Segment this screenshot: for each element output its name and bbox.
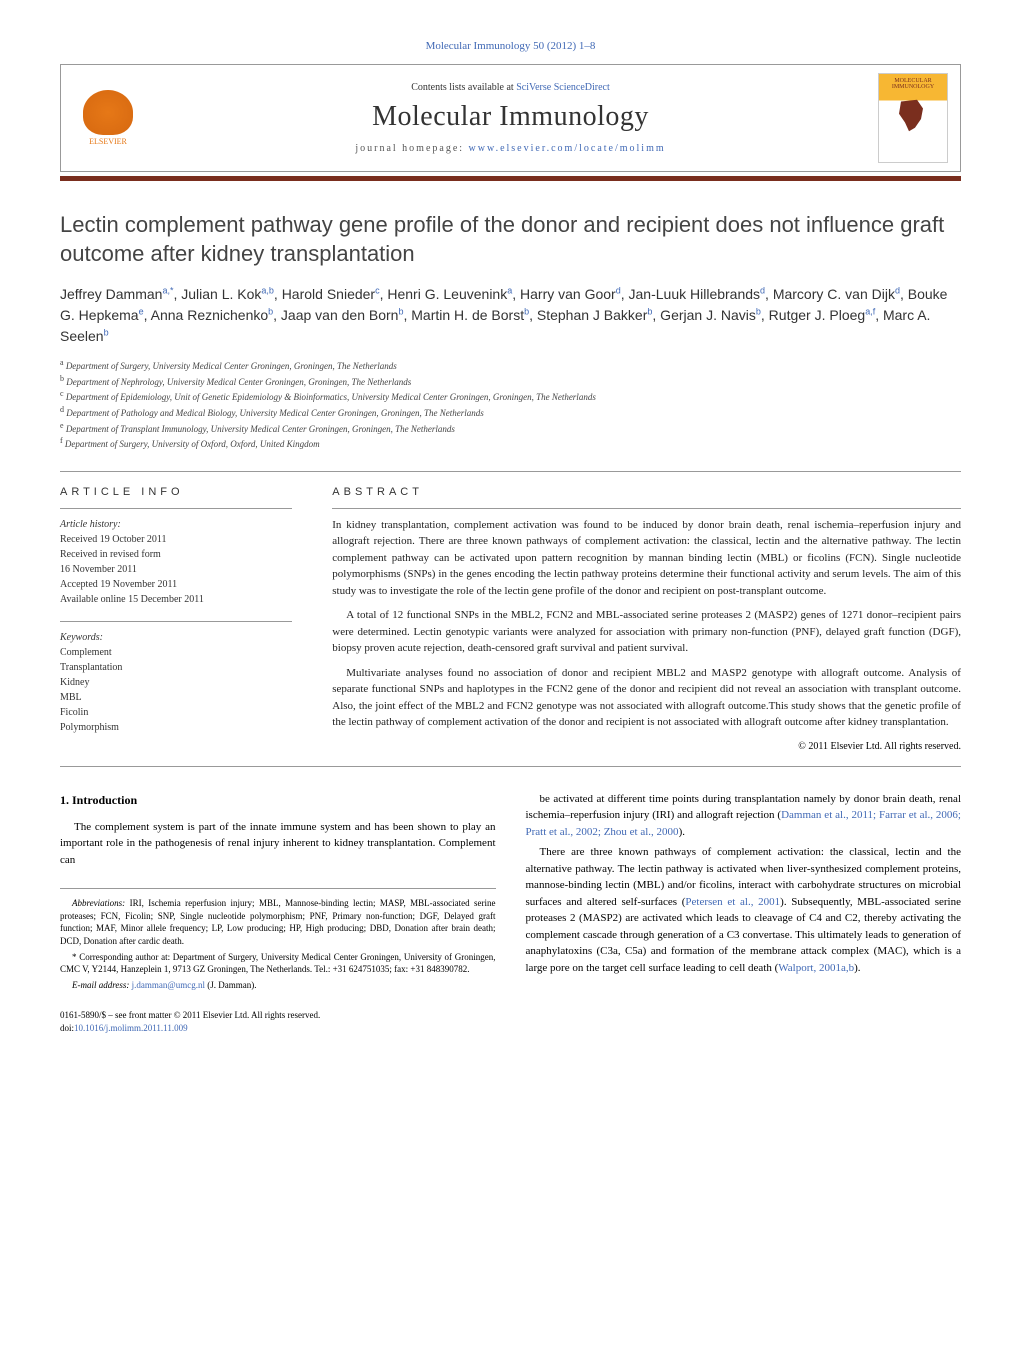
history-label: Article history: [60, 517, 292, 532]
homepage-link[interactable]: www.elsevier.com/locate/molimm [469, 143, 666, 154]
article-title: Lectin complement pathway gene profile o… [60, 211, 961, 268]
cover-label: MOLECULAR IMMUNOLOGY [892, 78, 934, 90]
history-line: 16 November 2011 [60, 562, 292, 577]
abstract-paragraph: A total of 12 functional SNPs in the MBL… [332, 607, 961, 657]
publisher-name: ELSEVIER [89, 137, 127, 146]
keyword: Ficolin [60, 705, 292, 720]
header-divider-bar [60, 176, 961, 181]
journal-name: Molecular Immunology [143, 101, 878, 133]
body-paragraph: The complement system is part of the inn… [60, 819, 496, 869]
right-paragraphs: be activated at different time points du… [526, 791, 962, 977]
body-paragraph: be activated at different time points du… [526, 791, 962, 841]
corresponding-author-footnote: * Corresponding author at: Department of… [60, 951, 496, 976]
abstract-paragraph: Multivariate analyses found no associati… [332, 665, 961, 731]
info-abstract-row: ARTICLE INFO Article history: Received 1… [60, 471, 961, 767]
keyword: Complement [60, 645, 292, 660]
abbrev-label: Abbreviations: [72, 898, 125, 908]
keyword-lines: ComplementTransplantationKidneyMBLFicoli… [60, 645, 292, 735]
contents-available-line: Contents lists available at SciVerse Sci… [143, 82, 878, 93]
left-paragraphs: The complement system is part of the inn… [60, 819, 496, 869]
history-line: Received in revised form [60, 547, 292, 562]
abstract-paragraph: In kidney transplantation, complement ac… [332, 517, 961, 600]
email-label: E-mail address: [72, 980, 129, 990]
email-link[interactable]: j.damman@umcg.nl [132, 980, 205, 990]
abstract-heading: ABSTRACT [332, 486, 961, 498]
abstract-text: In kidney transplantation, complement ac… [332, 517, 961, 731]
history-line: Available online 15 December 2011 [60, 592, 292, 607]
history-line: Accepted 19 November 2011 [60, 577, 292, 592]
doi-prefix: doi: [60, 1023, 74, 1033]
email-suffix: (J. Damman). [207, 980, 256, 990]
journal-reference: Molecular Immunology 50 (2012) 1–8 [60, 40, 961, 52]
abbreviations-footnote: Abbreviations: IRI, Ischemia reperfusion… [60, 897, 496, 947]
history-lines: Received 19 October 2011Received in revi… [60, 532, 292, 607]
article-history-block: Article history: Received 19 October 201… [60, 517, 292, 607]
introduction-heading: 1. Introduction [60, 791, 496, 809]
doi-block: 0161-5890/$ – see front matter © 2011 El… [60, 1009, 496, 1034]
email-footnote: E-mail address: j.damman@umcg.nl (J. Dam… [60, 979, 496, 992]
article-info-heading: ARTICLE INFO [60, 486, 292, 498]
affiliation-list: a Department of Surgery, University Medi… [60, 357, 961, 451]
affiliation: d Department of Pathology and Medical Bi… [60, 404, 961, 420]
affiliation: c Department of Epidemiology, Unit of Ge… [60, 388, 961, 404]
journal-header-box: ELSEVIER Contents lists available at Sci… [60, 64, 961, 172]
history-line: Received 19 October 2011 [60, 532, 292, 547]
sciencedirect-link[interactable]: SciVerse ScienceDirect [516, 82, 610, 93]
keyword: Kidney [60, 675, 292, 690]
affiliation: e Department of Transplant Immunology, U… [60, 420, 961, 436]
elsevier-logo: ELSEVIER [73, 83, 143, 153]
keyword: Transplantation [60, 660, 292, 675]
doi-line: doi:10.1016/j.molimm.2011.11.009 [60, 1022, 496, 1035]
homepage-line: journal homepage: www.elsevier.com/locat… [143, 143, 878, 154]
right-column: be activated at different time points du… [526, 791, 962, 1035]
cover-map-icon [893, 98, 933, 133]
abstract-panel: ABSTRACT In kidney transplantation, comp… [312, 486, 961, 752]
divider [60, 621, 292, 622]
body-paragraph: There are three known pathways of comple… [526, 844, 962, 976]
divider [60, 508, 292, 509]
journal-cover-thumbnail: MOLECULAR IMMUNOLOGY [878, 73, 948, 163]
body-columns: 1. Introduction The complement system is… [60, 791, 961, 1035]
doi-link[interactable]: 10.1016/j.molimm.2011.11.009 [74, 1023, 188, 1033]
elsevier-tree-icon [83, 90, 133, 135]
article-info-panel: ARTICLE INFO Article history: Received 1… [60, 486, 312, 752]
keyword: MBL [60, 690, 292, 705]
header-center: Contents lists available at SciVerse Sci… [143, 82, 878, 154]
keywords-label: Keywords: [60, 630, 292, 645]
keywords-block: Keywords: ComplementTransplantationKidne… [60, 630, 292, 735]
abstract-copyright: © 2011 Elsevier Ltd. All rights reserved… [332, 741, 961, 752]
contents-prefix: Contents lists available at [411, 82, 516, 93]
footnotes-block: Abbreviations: IRI, Ischemia reperfusion… [60, 888, 496, 991]
author-list: Jeffrey Dammana,*, Julian L. Koka,b, Har… [60, 284, 961, 347]
homepage-prefix: journal homepage: [355, 143, 468, 154]
keyword: Polymorphism [60, 720, 292, 735]
abbrev-text: IRI, Ischemia reperfusion injury; MBL, M… [60, 898, 496, 946]
affiliation: a Department of Surgery, University Medi… [60, 357, 961, 373]
affiliation: f Department of Surgery, University of O… [60, 435, 961, 451]
corr-label: * Corresponding author at: [72, 952, 170, 962]
issn-line: 0161-5890/$ – see front matter © 2011 El… [60, 1009, 496, 1022]
affiliation: b Department of Nephrology, University M… [60, 373, 961, 389]
divider [332, 508, 961, 509]
left-column: 1. Introduction The complement system is… [60, 791, 496, 1035]
